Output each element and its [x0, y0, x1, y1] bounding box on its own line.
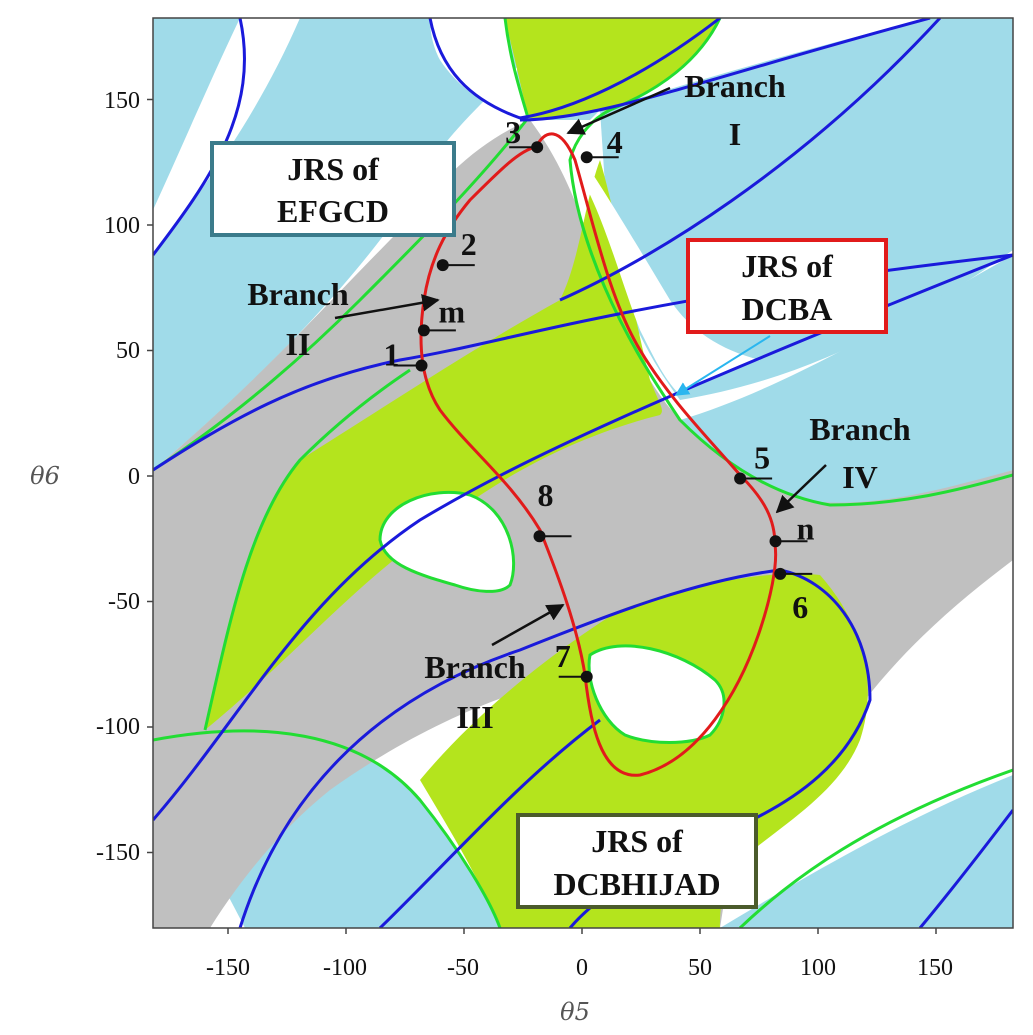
- white-hole-right: [570, 160, 760, 395]
- point-label-6: 6: [792, 589, 808, 625]
- y-axis-label: θ6: [30, 462, 60, 490]
- branch-2-label: Branch II: [247, 276, 349, 362]
- x-axis-label: θ5: [560, 998, 590, 1026]
- point-label-1: 1: [384, 337, 400, 373]
- point-label-3: 3: [505, 114, 521, 150]
- point-label-5: 5: [754, 440, 770, 476]
- plot-frame: [152, 17, 1014, 929]
- svg-text:DCBHIJAD: DCBHIJAD: [553, 866, 720, 902]
- y-tick-labels: 150 100 50 0 -50 -100 -150: [96, 88, 140, 866]
- svg-text:JRS of: JRS of: [287, 151, 379, 187]
- blue-region-upper-band: [153, 18, 560, 470]
- branch-4-label: Branch IV: [809, 411, 911, 495]
- point-label-n: n: [797, 510, 815, 546]
- green-region-top: [505, 18, 720, 118]
- svg-text:JRS of: JRS of: [741, 248, 833, 284]
- xtick-neg150: -150: [206, 955, 250, 981]
- ytick-neg150: -150: [96, 840, 140, 866]
- box-dcbhijad: JRS of DCBHIJAD: [516, 813, 758, 909]
- xtick-150: 150: [917, 955, 953, 981]
- svg-text:III: III: [456, 699, 493, 735]
- xtick-neg50: -50: [447, 955, 479, 981]
- branch-1-label: Branch I: [684, 68, 786, 152]
- xtick-50: 50: [688, 955, 712, 981]
- blue-region-right-mid: [680, 255, 1013, 505]
- branch-3-arrow: [491, 603, 565, 647]
- ytick-150: 150: [104, 88, 140, 114]
- svg-text:I: I: [729, 116, 741, 152]
- white-hole-bottom: [589, 645, 725, 743]
- box-dcba: JRS of DCBA: [686, 238, 888, 334]
- green-region-center: [205, 160, 662, 730]
- blue-curves: [153, 18, 1013, 928]
- white-hole-left: [380, 492, 514, 592]
- ytick-0: 0: [128, 464, 140, 490]
- svg-text:IV: IV: [842, 459, 878, 495]
- ytick-50: 50: [116, 338, 140, 364]
- svg-text:JRS of: JRS of: [591, 823, 683, 859]
- svg-text:EFGCD: EFGCD: [277, 193, 389, 229]
- white-hole-top: [430, 18, 528, 118]
- branch-2-arrow: [334, 294, 440, 320]
- point-label-m: m: [439, 293, 466, 329]
- branch-4-arrow: [775, 464, 827, 514]
- svg-text:Branch: Branch: [424, 649, 526, 685]
- ytick-neg50: -50: [108, 589, 140, 615]
- box-efgcd: JRS of EFGCD: [210, 141, 456, 237]
- xtick-neg100: -100: [323, 955, 367, 981]
- point-label-8: 8: [538, 477, 554, 513]
- green-curves: [153, 18, 1013, 928]
- xtick-100: 100: [800, 955, 836, 981]
- dcba-arrow: [674, 335, 771, 396]
- plot-area: [153, 18, 1013, 928]
- point-label-7: 7: [555, 638, 571, 674]
- points-layer: 1 2 3 4 m 5n 6 7 8: [384, 114, 815, 683]
- ytick-neg100: -100: [96, 714, 140, 740]
- svg-text:Branch: Branch: [247, 276, 349, 312]
- branch-1-arrow: [566, 86, 671, 135]
- axis-ticks: [147, 98, 937, 934]
- point-label-2: 2: [461, 226, 477, 262]
- xtick-0: 0: [576, 955, 588, 981]
- point-label-4: 4: [607, 124, 623, 160]
- blue-region-bottom-right: [720, 775, 1013, 928]
- blue-region-top-left: [153, 18, 240, 210]
- svg-text:Branch: Branch: [809, 411, 911, 447]
- svg-text:DCBA: DCBA: [742, 291, 833, 327]
- red-trajectory: [419, 132, 778, 777]
- svg-text:II: II: [286, 326, 311, 362]
- svg-text:Branch: Branch: [684, 68, 786, 104]
- x-tick-labels: -150 -100 -50 0 50 100 150: [206, 955, 953, 981]
- ytick-100: 100: [104, 213, 140, 239]
- branch-3-label: Branch III: [424, 649, 526, 735]
